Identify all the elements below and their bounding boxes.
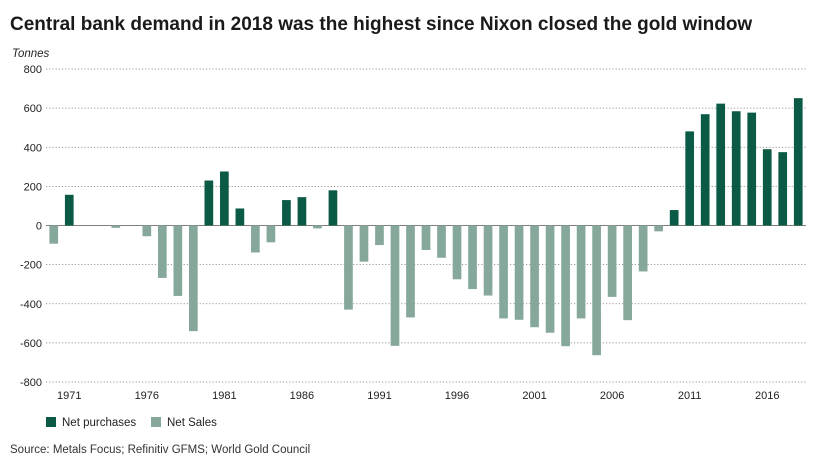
bar-net-purchases: [204, 180, 214, 226]
bar-net-sales: [344, 225, 353, 310]
bar-net-purchases: [778, 152, 788, 226]
x-tick-label: 2001: [522, 390, 546, 402]
bar-net-sales: [406, 225, 415, 318]
bar-net-purchases: [685, 131, 695, 226]
bar-net-sales: [111, 225, 121, 228]
bar-net-sales: [421, 225, 431, 250]
y-tick-label: -400: [20, 299, 42, 311]
x-tick-label: 2006: [600, 390, 624, 402]
bar-net-sales: [359, 225, 369, 262]
y-axis-label: Tonnes: [12, 48, 50, 60]
bar-net-sales: [576, 225, 586, 319]
legend-label-purchases: Net purchases: [62, 417, 136, 429]
x-tick-label: 1996: [445, 390, 469, 402]
bar-net-sales: [638, 225, 648, 272]
y-tick-labels: 800 600 400 200 0 -200 -400 -600 -800: [20, 64, 42, 389]
bar-net-sales: [390, 225, 400, 346]
chart-title: Central bank demand in 2018 was the high…: [10, 14, 753, 35]
x-tick-label: 2011: [678, 390, 702, 402]
bar-net-sales: [142, 225, 152, 237]
bar-net-sales: [375, 225, 384, 246]
legend-label-sales: Net Sales: [167, 417, 217, 429]
bar-net-sales: [561, 225, 570, 347]
x-tick-label: 1971: [57, 390, 81, 402]
bar-net-sales: [157, 225, 167, 278]
x-tick-label: 1986: [290, 390, 314, 402]
bar-net-sales: [266, 225, 276, 243]
bar-net-purchases: [328, 190, 338, 226]
bar-net-sales: [499, 225, 508, 319]
y-tick-label: -800: [20, 377, 42, 389]
bar-net-purchases: [716, 103, 726, 226]
y-tick-label: 600: [24, 103, 42, 115]
bar-net-sales: [514, 225, 524, 320]
y-tick-label: 200: [24, 181, 42, 193]
bar-net-purchases: [220, 171, 229, 226]
legend-swatch-purchases: [46, 417, 56, 427]
bar-net-purchases: [747, 112, 757, 226]
bars: [49, 98, 803, 356]
bar-net-sales: [530, 225, 539, 328]
bar-net-purchases: [297, 197, 307, 226]
legend: Net purchases Net Sales: [46, 417, 217, 429]
bar-net-sales: [623, 225, 632, 321]
x-tick-labels: 1971 1976 1981 1986 1991 1996 2001 2006 2011 2016: [57, 390, 779, 402]
bar-net-purchases: [793, 98, 803, 226]
bar-net-sales: [545, 225, 555, 333]
y-tick-label: -600: [20, 338, 42, 350]
bar-net-sales: [654, 225, 663, 232]
bar-net-purchases: [235, 208, 245, 226]
x-tick-label: 1976: [135, 390, 159, 402]
x-tick-label: 1981: [212, 390, 236, 402]
bar-net-sales: [468, 225, 477, 290]
bar-net-sales: [251, 225, 260, 253]
bar-net-purchases: [762, 149, 772, 226]
bar-net-sales: [49, 225, 59, 244]
bar-net-sales: [437, 225, 446, 258]
legend-swatch-sales: [151, 417, 161, 427]
bar-net-sales: [173, 225, 183, 296]
bar-net-sales: [452, 225, 462, 280]
bar-net-sales: [607, 225, 617, 297]
y-tick-label: 400: [24, 142, 42, 154]
bar-net-purchases: [731, 111, 741, 226]
bar-net-purchases: [282, 200, 291, 226]
x-tick-label: 1991: [367, 390, 391, 402]
bar-net-purchases: [64, 194, 74, 226]
bar-net-sales: [592, 225, 601, 356]
bar-net-purchases: [669, 210, 679, 226]
y-tick-label: 0: [36, 221, 42, 233]
bar-net-purchases: [700, 114, 710, 226]
source-note: Source: Metals Focus; Refinitiv GFMS; Wo…: [10, 444, 311, 456]
bar-net-sales: [313, 225, 322, 229]
x-tick-label: 2016: [755, 390, 779, 402]
y-tick-label: -200: [20, 260, 42, 272]
y-tick-label: 800: [24, 64, 42, 76]
bar-net-sales: [483, 225, 493, 296]
bar-net-sales: [189, 225, 198, 332]
